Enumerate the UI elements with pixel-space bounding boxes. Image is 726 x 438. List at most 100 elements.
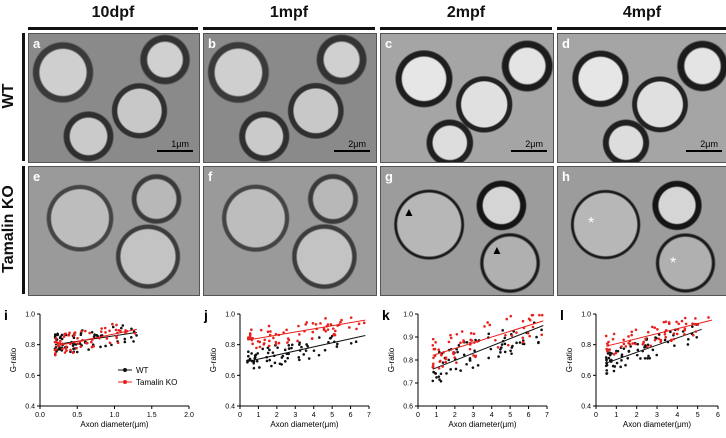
data-point (328, 337, 332, 340)
data-point (255, 359, 259, 363)
panel-letter: f (208, 169, 213, 184)
data-point (252, 360, 256, 363)
x-tick-label: 0.0 (35, 412, 45, 419)
data-point (336, 342, 339, 346)
data-point (455, 361, 458, 364)
data-point (129, 336, 133, 339)
data-point (642, 340, 645, 344)
fit-line (247, 334, 366, 363)
y-tick-label: 1.0 (225, 312, 235, 319)
data-point (274, 342, 278, 346)
data-point (663, 332, 667, 336)
data-point (120, 326, 123, 330)
data-point (472, 332, 476, 336)
data-point (251, 342, 254, 346)
data-point (537, 341, 540, 345)
data-point (110, 343, 113, 347)
data-point (627, 349, 631, 353)
x-tick-label: 5 (696, 412, 700, 419)
data-point (326, 328, 330, 331)
data-point (432, 370, 436, 374)
data-point (634, 328, 638, 332)
data-point (469, 338, 472, 342)
data-point (612, 369, 616, 373)
data-point (326, 323, 330, 326)
y-tick-label: 0.6 (225, 373, 235, 380)
data-point (250, 328, 253, 332)
data-point (72, 334, 76, 337)
x-tick-label: 1.5 (147, 412, 157, 419)
axis-lines (39, 314, 189, 407)
x-tick-label: 7 (545, 412, 549, 419)
data-point (314, 323, 318, 326)
data-point (130, 327, 133, 331)
panel-letter: c (385, 36, 393, 51)
data-point (605, 347, 608, 351)
panel-letter: d (562, 36, 570, 51)
data-point (298, 358, 301, 362)
fit-line (54, 331, 137, 346)
y-tick-label: 0.8 (225, 342, 235, 349)
data-point (468, 356, 472, 360)
data-point (261, 347, 265, 351)
em-panel-a: a 1μm (28, 33, 200, 163)
data-point (626, 356, 630, 360)
data-point (657, 333, 661, 336)
scale-bar (157, 150, 193, 152)
data-point (499, 351, 502, 354)
row-label-0: WT (0, 83, 17, 109)
data-point (266, 330, 270, 334)
x-tick-label: 6 (716, 412, 720, 419)
panel-letter: g (385, 169, 393, 184)
data-point (504, 333, 507, 337)
data-point (505, 317, 509, 321)
data-point (619, 365, 622, 369)
data-point (468, 347, 472, 351)
data-point (473, 349, 476, 353)
data-point (103, 326, 107, 330)
axis-lines (417, 314, 547, 407)
data-point (121, 324, 125, 327)
data-point (622, 347, 626, 350)
scale-label: 2μm (348, 139, 366, 149)
data-point (266, 346, 270, 350)
data-point (75, 346, 78, 350)
chart-letter: j (203, 307, 208, 323)
data-point (510, 352, 513, 355)
data-point (54, 348, 58, 351)
data-point (439, 372, 443, 376)
data-point (646, 357, 649, 360)
data-point (444, 357, 447, 361)
data-point (79, 345, 83, 348)
data-point (99, 330, 103, 333)
data-point (503, 336, 507, 340)
data-point (675, 332, 679, 336)
y-tick-label: 0.9 (403, 335, 413, 342)
em-panel-g: g ▲ ▲ (380, 166, 554, 296)
data-point (468, 359, 472, 362)
scale-bar (334, 150, 370, 152)
data-point (521, 336, 525, 340)
y-tick-label: 0.8 (403, 358, 413, 365)
data-point (349, 342, 353, 345)
data-point (76, 336, 79, 340)
data-point (278, 362, 282, 366)
data-point (476, 364, 480, 367)
arrowhead-marker: ▲ (403, 205, 415, 219)
data-point (108, 341, 112, 345)
data-point (474, 338, 477, 342)
data-point (677, 322, 680, 326)
fit-line (432, 320, 544, 356)
data-point (497, 355, 500, 358)
data-point (447, 358, 451, 362)
data-point (669, 338, 673, 342)
data-point (454, 367, 458, 371)
data-point (673, 344, 676, 347)
data-point (459, 369, 462, 372)
data-point (509, 349, 512, 353)
data-point (78, 342, 82, 345)
data-point (630, 333, 633, 337)
data-point (268, 339, 271, 343)
data-point (86, 341, 89, 345)
data-point (501, 329, 504, 332)
